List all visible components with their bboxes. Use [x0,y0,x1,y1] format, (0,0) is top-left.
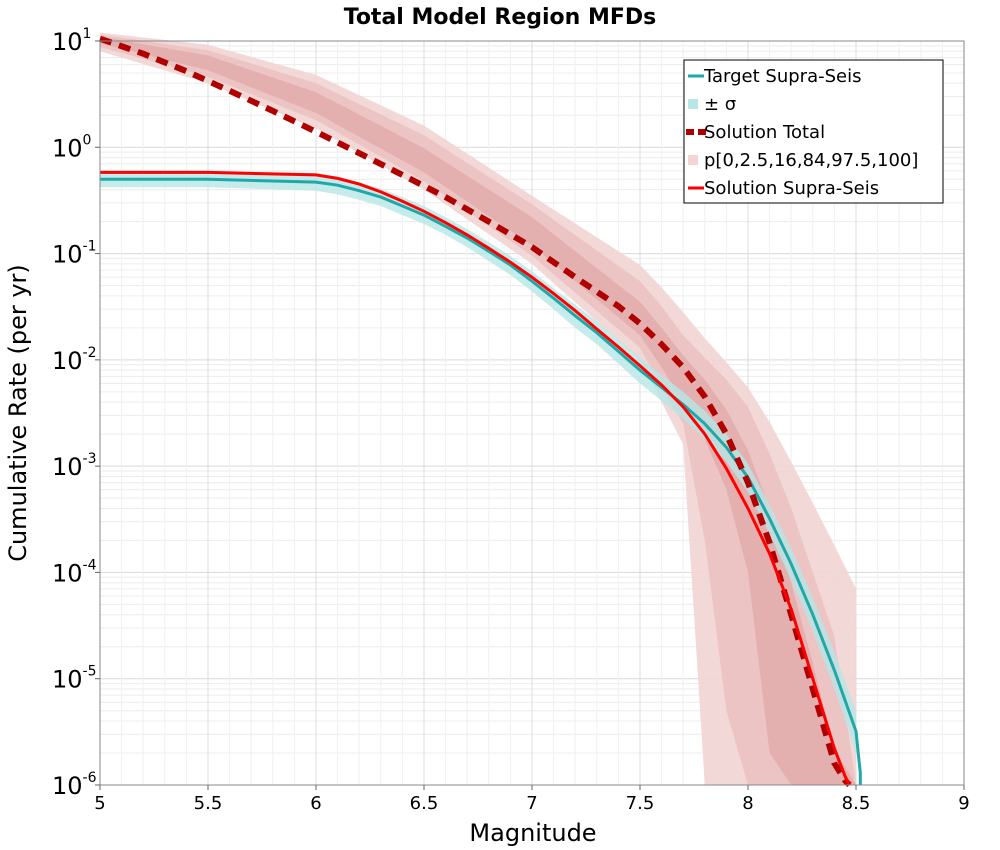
y-tick-label: 10-6 [52,770,97,800]
legend-item-pband: p[0,2.5,16,84,97.5,100] [688,150,918,171]
y-tick-label: 10-5 [52,664,97,694]
legend-item-solution_total: Solution Total [686,122,825,143]
x-tick-label: 5 [94,793,105,814]
solution-supra-seis-line [100,170,851,786]
x-ticks: 5 5.5 6 6.5 7 7.5 8 8.5 9 [94,785,970,814]
legend-item-target: Target Supra-Seis [688,66,861,87]
legend-box [683,59,944,204]
y-tick-label: 10-1 [52,239,97,269]
legend-swatch [688,99,698,109]
legend-swatch [688,155,698,165]
band-p16-p84 [100,36,856,786]
series-lines [99,35,862,788]
legend-item-target_band: ± σ [688,94,736,115]
x-tick-label: 7 [526,793,537,814]
legend-label: p[0,2.5,16,84,97.5,100] [704,150,918,171]
chart-title: Total Model Region MFDs [344,5,657,30]
legend: Target Supra-Seis ± σ Solution Total p[0,2.… [683,59,944,204]
legend-label: ± σ [704,94,736,115]
legend-item-solution_supra: Solution Supra-Seis [688,178,879,199]
legend-label: Solution Total [704,122,825,143]
legend-label: Target Supra-Seis [703,66,861,87]
x-tick-label: 6 [310,793,321,814]
x-tick-label: 9 [958,793,969,814]
y-tick-label: 10-2 [52,345,97,375]
target-supra-seis-line [100,177,862,785]
legend-label: Solution Supra-Seis [704,178,879,199]
x-tick-label: 8.5 [842,793,871,814]
y-ticks: 101 100 10-1 10-2 10-3 10-4 10-5 10-6 [52,26,100,800]
solution-total-line [99,35,852,788]
x-tick-label: 7.5 [626,793,655,814]
x-tick-label: 6.5 [410,793,439,814]
x-tick-label: 8 [742,793,753,814]
y-axis-label: Cumulative Rate (per yr) [4,264,32,562]
x-axis-label: Magnitude [469,819,596,847]
percentile-bands [100,32,856,786]
y-tick-label: 10-3 [52,451,97,481]
y-tick-label: 101 [52,26,91,56]
y-tick-label: 100 [52,132,91,162]
x-tick-label: 5.5 [194,793,223,814]
y-tick-label: 10-4 [52,557,97,587]
